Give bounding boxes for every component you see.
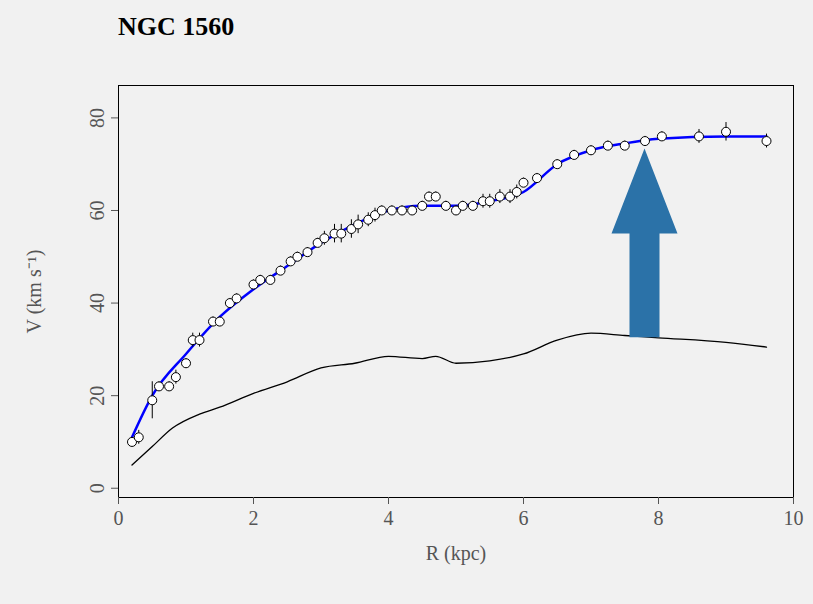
svg-text:8: 8 bbox=[654, 507, 664, 529]
svg-text:0: 0 bbox=[114, 507, 124, 529]
svg-text:4: 4 bbox=[384, 507, 394, 529]
svg-text:V (km s⁻¹): V (km s⁻¹) bbox=[23, 250, 46, 334]
svg-text:R (kpc): R (kpc) bbox=[426, 542, 487, 565]
svg-text:20: 20 bbox=[86, 386, 108, 406]
svg-text:60: 60 bbox=[86, 200, 108, 220]
svg-text:0: 0 bbox=[86, 483, 108, 493]
html-text:NGC 1560: NGC 1560 bbox=[118, 12, 235, 41]
svg-text:80: 80 bbox=[86, 108, 108, 128]
svg-text:10: 10 bbox=[784, 507, 804, 529]
svg-text:2: 2 bbox=[249, 507, 259, 529]
svg-text:40: 40 bbox=[86, 293, 108, 313]
svg-text:6: 6 bbox=[519, 507, 529, 529]
